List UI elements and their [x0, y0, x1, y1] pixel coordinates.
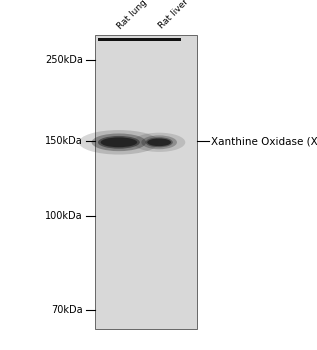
- Ellipse shape: [79, 130, 159, 155]
- Bar: [139, 38, 181, 41]
- Ellipse shape: [98, 136, 140, 149]
- Ellipse shape: [101, 138, 137, 147]
- Text: 100kDa: 100kDa: [45, 211, 83, 221]
- Text: 250kDa: 250kDa: [45, 55, 83, 65]
- Ellipse shape: [92, 133, 146, 151]
- Text: 150kDa: 150kDa: [45, 136, 83, 146]
- Text: Rat lung: Rat lung: [116, 0, 149, 31]
- Ellipse shape: [147, 139, 171, 146]
- Ellipse shape: [146, 137, 173, 147]
- Text: 70kDa: 70kDa: [51, 305, 83, 315]
- Bar: [95, 35, 197, 329]
- Ellipse shape: [133, 133, 185, 152]
- Bar: [98, 38, 139, 41]
- Text: Xanthine Oxidase (XDH): Xanthine Oxidase (XDH): [211, 136, 317, 146]
- Text: Rat liver: Rat liver: [157, 0, 190, 31]
- Ellipse shape: [141, 135, 177, 149]
